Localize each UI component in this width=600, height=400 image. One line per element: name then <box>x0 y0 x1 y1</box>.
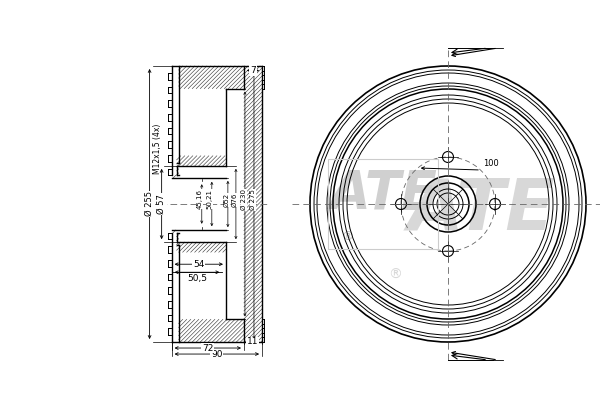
Text: 50,21: 50,21 <box>207 189 213 209</box>
Text: 72: 72 <box>202 344 214 352</box>
Text: ATE: ATE <box>408 175 556 244</box>
Text: Ø 230: Ø 230 <box>241 190 247 210</box>
Text: Ø52: Ø52 <box>224 193 230 207</box>
Text: 480176: 480176 <box>449 10 530 28</box>
Text: 90: 90 <box>211 350 223 358</box>
Text: 45,16: 45,16 <box>197 189 203 209</box>
Text: Ø 255: Ø 255 <box>145 192 154 216</box>
Text: ®: ® <box>388 268 402 282</box>
Bar <box>328 159 438 249</box>
Text: 11: 11 <box>247 338 259 346</box>
Text: ®: ® <box>342 230 354 244</box>
Text: 50,5: 50,5 <box>187 274 207 283</box>
Text: Ø 57: Ø 57 <box>157 194 166 214</box>
Text: 100: 100 <box>483 159 499 168</box>
Text: Ø 275: Ø 275 <box>250 190 256 210</box>
Text: Ø76: Ø76 <box>232 193 238 207</box>
Text: 54: 54 <box>193 260 205 269</box>
Text: 24.0223-0019.1: 24.0223-0019.1 <box>224 10 396 28</box>
Text: M12x1,5 (4x): M12x1,5 (4x) <box>153 124 162 174</box>
Text: ATE: ATE <box>329 168 437 220</box>
Text: 7: 7 <box>250 66 256 75</box>
